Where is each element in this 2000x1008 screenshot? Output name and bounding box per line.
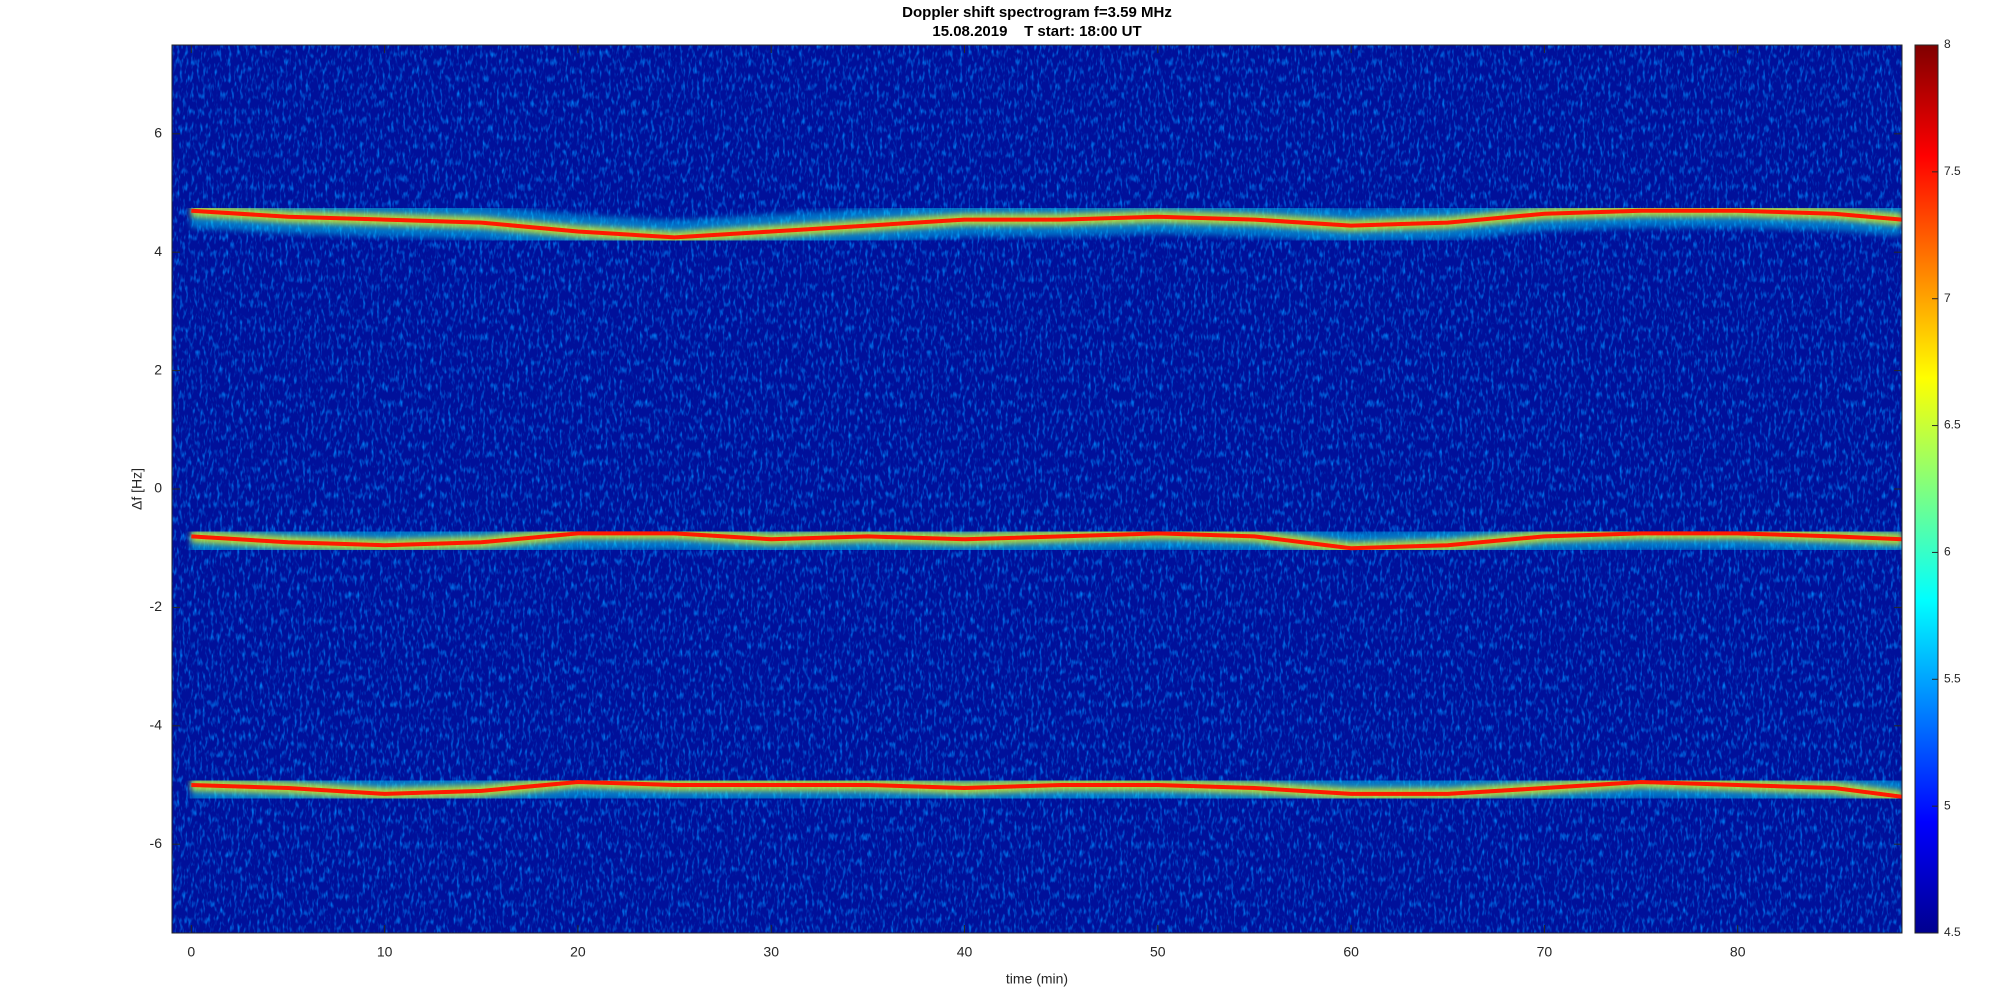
x-tick-label: 60 [1343,944,1359,960]
colorbar-tick-label: 6 [1944,545,1951,559]
y-tick-label: 0 [154,480,162,496]
y-tick-label: -2 [150,598,163,614]
x-tick-label: 10 [377,944,393,960]
bands [190,193,1902,814]
colorbar-tick-label: 6.5 [1944,418,1961,432]
colorbar-tick-label: 8 [1944,37,1951,51]
band-line [191,208,1902,240]
colorbar-tick-label: 5.5 [1944,671,1961,685]
y-tick-label: -6 [150,835,163,851]
y-axis-label: Δf [Hz] [129,468,145,510]
y-tick-label: 4 [154,243,162,259]
x-tick-label: 30 [763,944,779,960]
x-tick-label: 50 [1150,944,1166,960]
colorbar-tick-label: 7.5 [1944,164,1961,178]
chart-title: Doppler shift spectrogram f=3.59 MHz [902,4,1172,21]
x-tick-label: 70 [1537,944,1553,960]
y-tick-label: 6 [154,125,162,141]
colorbar-tick-label: 5 [1944,798,1951,812]
band-line [191,531,1902,551]
chart-subtitle: 15.08.2019 T start: 18:00 UT [932,23,1141,40]
x-tick-label: 80 [1730,944,1746,960]
colorbar-tick-label: 7 [1944,291,1951,305]
band-line [191,779,1902,799]
colorbar-tick-label: 4.5 [1944,925,1961,939]
y-tick-label: 2 [154,361,162,377]
x-tick-label: 40 [957,944,973,960]
y-tick-label: -4 [150,717,163,733]
colorbar [1914,44,1939,934]
x-axis-label: time (min) [1006,971,1068,987]
x-tick-label: 0 [187,944,195,960]
x-tick-label: 20 [570,944,586,960]
